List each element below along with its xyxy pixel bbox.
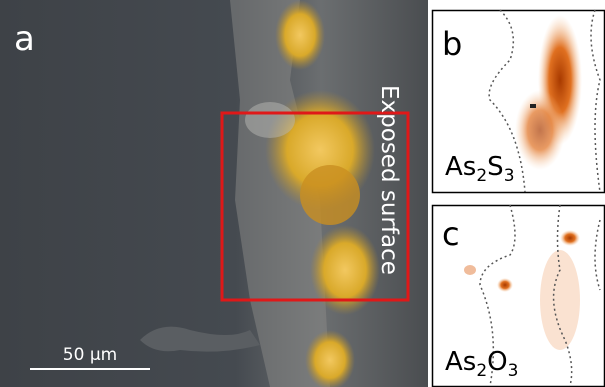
panel-a: a Exposed surface 50 µm — [0, 0, 428, 387]
map-signal — [497, 278, 513, 292]
micrograph — [0, 0, 428, 387]
panel-b: b As2S3 — [433, 10, 605, 193]
map-signal — [464, 265, 476, 275]
panel-c: c As2O3 — [433, 205, 605, 387]
panel-letter: c — [442, 215, 460, 253]
formula-part: 2 — [476, 361, 487, 381]
map-pixel — [530, 104, 536, 108]
annotation: Exposed surface — [376, 85, 402, 275]
crystal — [275, 0, 325, 70]
panel-letter: a — [14, 19, 35, 59]
formula-part: S — [487, 152, 504, 182]
page: a Exposed surface 50 µm b As2S3 c As2O3 … — [0, 0, 605, 387]
map-signal — [540, 250, 580, 350]
panel-letter: b — [442, 25, 462, 63]
map-signal — [560, 230, 580, 246]
formula-part: 2 — [476, 166, 487, 186]
figure: a Exposed surface 50 µm b As2S3 c As2O3 — [0, 0, 605, 387]
formula-part: 3 — [504, 166, 515, 186]
formula-part: As — [445, 347, 476, 377]
scale-label: 50 µm — [63, 345, 117, 365]
formula-part: 3 — [508, 361, 519, 381]
crystal — [300, 165, 360, 225]
formula-part: O — [487, 347, 507, 377]
map-signal — [515, 90, 565, 170]
formula-part: As — [445, 152, 476, 182]
debris — [245, 102, 295, 138]
